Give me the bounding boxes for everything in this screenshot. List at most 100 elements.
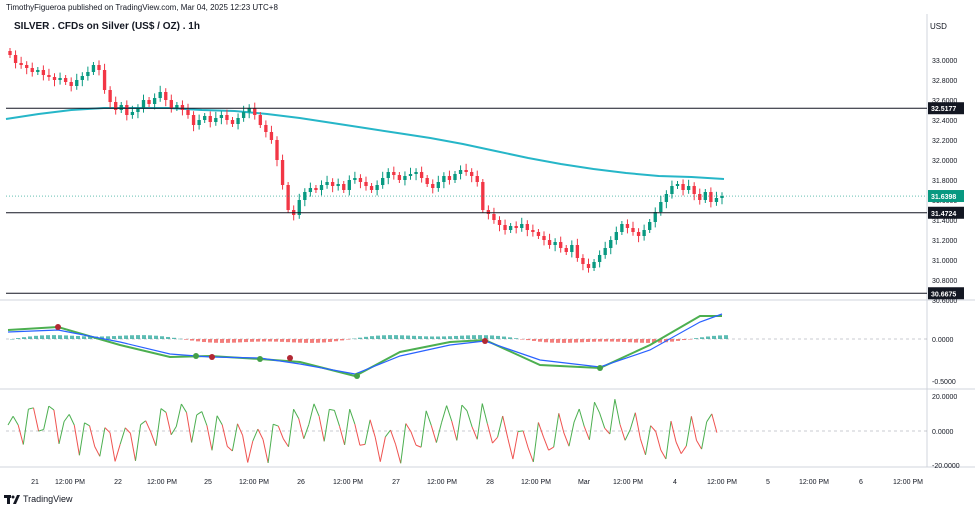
- oscillator-segment: [94, 446, 101, 457]
- oscillator-segment: [354, 423, 361, 446]
- macd-histogram-bar: [304, 339, 308, 343]
- macd-histogram-bar: [448, 336, 452, 339]
- macd-histogram-bar: [238, 339, 242, 343]
- macd-histogram-bar: [580, 339, 584, 343]
- candle-body: [603, 248, 607, 255]
- oscillator-segment: [252, 428, 259, 442]
- macd-histogram-bar: [208, 339, 212, 343]
- macd-histogram-bar: [100, 336, 104, 339]
- macd-histogram-bar: [520, 339, 524, 340]
- oscillator-segment: [599, 412, 606, 429]
- macd-histogram-bar: [526, 339, 530, 341]
- candle-body: [147, 100, 151, 104]
- macd-histogram-bar: [358, 337, 362, 339]
- oscillator-segment: [78, 422, 85, 456]
- x-tick-label: 12:00 PM: [521, 479, 551, 486]
- macd-histogram-bar: [88, 336, 92, 339]
- oscillator-segment: [53, 409, 60, 444]
- candle-body: [648, 222, 652, 230]
- macd-histogram-bar: [610, 339, 614, 342]
- macd-histogram-bar: [274, 339, 278, 342]
- oscillator-segment: [22, 409, 29, 445]
- oscillator-segment: [257, 428, 264, 440]
- tradingview-logo-icon: [4, 494, 20, 504]
- oscillator-segment: [629, 412, 636, 430]
- candle-body: [536, 232, 541, 236]
- macd-cross-marker: [55, 324, 61, 330]
- currency-label: USD: [930, 22, 947, 31]
- oscillator-segment: [369, 419, 376, 438]
- candle-body: [275, 140, 279, 160]
- macd-histogram-bar: [592, 339, 596, 342]
- macd-histogram-bar: [604, 339, 608, 342]
- macd-histogram-bar: [622, 339, 626, 342]
- x-tick-label: 21: [31, 479, 39, 486]
- oscillator-segment: [548, 446, 554, 451]
- y-tick-label: 33.0000: [932, 58, 957, 65]
- macd-histogram-bar: [598, 339, 602, 342]
- macd-histogram-bar: [220, 339, 224, 343]
- oscillator-segment: [425, 410, 432, 426]
- oscillator-segment: [267, 424, 274, 463]
- x-tick-label: 12:00 PM: [55, 479, 85, 486]
- macd-histogram-bar: [616, 339, 620, 342]
- candle-body: [425, 178, 429, 184]
- macd-histogram-bar: [106, 336, 110, 339]
- oscillator-segment: [415, 444, 422, 448]
- candle-body: [664, 194, 669, 202]
- oscillator-segment: [517, 430, 524, 433]
- oscillator-segment: [68, 414, 75, 426]
- candle-body: [503, 225, 507, 230]
- candle-body: [47, 75, 51, 77]
- macd-line: [7, 315, 722, 378]
- macd-histogram-bar: [292, 339, 296, 343]
- candle-body: [614, 232, 618, 240]
- oscillator-segment: [405, 423, 412, 432]
- oscillator-segment: [150, 431, 157, 446]
- oscillator-segment: [507, 438, 514, 460]
- macd-histogram-bar: [508, 337, 512, 339]
- macd-histogram-bar: [712, 335, 716, 339]
- macd-histogram-bar: [202, 339, 206, 343]
- candle-body: [547, 240, 552, 245]
- y-tick-label: 32.2000: [932, 138, 957, 145]
- macd-histogram-bar: [310, 339, 314, 343]
- macd-histogram-bar: [550, 339, 554, 343]
- macd-histogram-bar: [574, 339, 578, 343]
- oscillator-segment: [165, 412, 172, 435]
- level-label-box: [928, 206, 964, 219]
- candle-body: [442, 176, 446, 182]
- candle-body: [336, 184, 340, 186]
- macd-histogram-bar: [16, 338, 20, 339]
- oscillator-segment: [323, 409, 330, 442]
- macd-histogram-bar: [298, 339, 302, 343]
- macd-histogram-bar: [118, 335, 122, 339]
- oscillator-segment: [609, 399, 616, 435]
- candle-body: [592, 262, 596, 268]
- x-tick-label: 27: [392, 479, 400, 486]
- macd-cross-marker: [193, 353, 199, 359]
- x-tick-label: 6: [859, 479, 863, 486]
- oscillator-segment: [430, 425, 437, 443]
- candle-body: [264, 125, 268, 132]
- candle-body: [470, 172, 474, 176]
- candle-body: [581, 258, 585, 264]
- footer-brand: TradingView: [23, 494, 73, 504]
- candle-body: [514, 226, 518, 228]
- macd-histogram-bar: [658, 339, 662, 343]
- macd-histogram-bar: [286, 339, 290, 343]
- candle-body: [63, 78, 68, 82]
- candle-body: [86, 72, 90, 76]
- macd-histogram-bar: [352, 338, 356, 340]
- signal-line: [7, 313, 723, 375]
- macd-histogram-bar: [142, 335, 146, 339]
- oscillator-segment: [237, 423, 244, 436]
- x-tick-label: 12:00 PM: [799, 479, 829, 486]
- oscillator-segment: [293, 408, 300, 419]
- oscillator-segment: [614, 399, 621, 425]
- macd-histogram-bar: [640, 339, 644, 343]
- candle-body: [125, 105, 129, 115]
- oscillator-segment: [568, 421, 575, 447]
